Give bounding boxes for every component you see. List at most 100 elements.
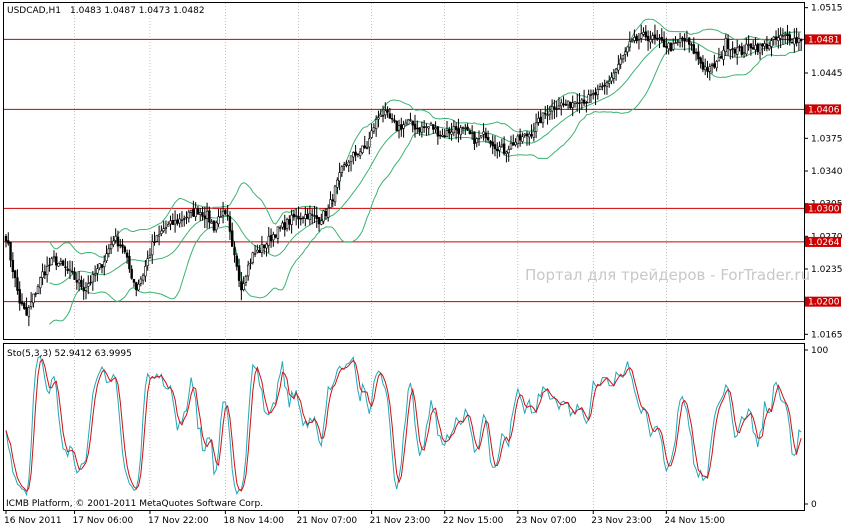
candle-body [310, 214, 314, 216]
stochastic-tick-label: 100 [811, 346, 828, 356]
level-price-label: 1.0200 [808, 298, 840, 308]
candle-body [336, 179, 339, 188]
candle-body [470, 132, 474, 134]
candle-body [135, 282, 138, 290]
candle-body [594, 92, 597, 96]
candle-body [173, 220, 177, 225]
copyright-text: ICMB Platform, © 2001-2011 MetaQuotes So… [6, 499, 263, 509]
price-tick-label: 1.0165 [811, 330, 843, 340]
candle-body [219, 216, 222, 218]
candle-body [178, 218, 181, 224]
candle-body [715, 61, 718, 69]
candle-body [96, 268, 99, 274]
candle-body [80, 280, 83, 288]
price-panel[interactable] [3, 2, 805, 340]
candle-body [57, 262, 60, 267]
candle-body [352, 152, 355, 158]
candle-body [320, 220, 323, 225]
candle-body [690, 44, 693, 46]
candle-body [167, 224, 170, 227]
candle-body [397, 125, 401, 131]
price-tick-label: 1.0445 [811, 69, 843, 79]
candle-body [733, 48, 737, 54]
candle-body [477, 138, 481, 140]
candle-body [368, 138, 371, 148]
level-price-box [805, 296, 841, 307]
candle-body [13, 270, 17, 279]
candle-body [779, 35, 782, 39]
candle-body [297, 215, 300, 220]
time-tick-label: 17 Nov 22:00 [148, 516, 209, 526]
candle-body [144, 266, 147, 277]
stochastic-signal-line [5, 358, 802, 493]
level-price-box [805, 34, 841, 45]
candle-body [400, 124, 403, 130]
candle-body [761, 43, 764, 47]
candle-body [342, 164, 346, 167]
candle-body [283, 222, 286, 230]
candle-body [466, 126, 469, 131]
stochastic-tick-label: 0 [811, 500, 817, 510]
candle-body [454, 126, 458, 130]
level-price-box [805, 104, 841, 115]
candle-body [103, 261, 106, 267]
candle-body [461, 127, 465, 129]
candle-body [258, 249, 261, 254]
candle-body [493, 144, 497, 150]
candle-body [390, 118, 394, 120]
candle-body [192, 209, 195, 217]
candle-body [338, 172, 341, 182]
candle-body [169, 220, 172, 225]
candle-body [662, 39, 666, 48]
candle-body [674, 42, 677, 44]
candle-body [141, 274, 145, 281]
candle-body [660, 37, 663, 41]
ohlc-readout: 1.0483 1.0487 1.0473 1.0482 [70, 6, 205, 16]
level-price-label: 1.0264 [808, 238, 840, 248]
candle-body [278, 227, 282, 229]
candle-body [781, 35, 785, 37]
candle-body [701, 62, 705, 70]
candle-body [269, 234, 273, 242]
candle-body [263, 244, 266, 249]
level-price-label: 1.0300 [808, 204, 840, 214]
candle-body [603, 84, 606, 87]
candle-body [502, 143, 506, 154]
candle-body [393, 119, 396, 122]
candle-body [452, 126, 456, 134]
candle-body [84, 286, 88, 291]
candle-body [742, 52, 746, 55]
price-tick-label: 1.0375 [811, 134, 843, 144]
candle-body [205, 210, 209, 219]
candle-body [539, 116, 542, 124]
candle-body [630, 39, 634, 43]
candle-body [215, 222, 218, 231]
grid [74, 3, 667, 510]
lower-band [49, 48, 802, 325]
candle-body [740, 46, 743, 55]
level-price-label: 1.0406 [808, 105, 840, 115]
candle-body [244, 276, 248, 283]
candle-body [41, 271, 44, 278]
candle-body [566, 100, 570, 106]
candle-body [578, 102, 581, 104]
candle-body [512, 142, 515, 146]
candle-body [422, 126, 426, 128]
candle-body [199, 212, 202, 215]
candle-body [672, 43, 675, 50]
time-tick-label: 21 Nov 23:00 [370, 516, 431, 526]
candle-body [619, 58, 622, 65]
stochastic-panel[interactable] [3, 343, 805, 511]
candle-body [726, 38, 730, 50]
price-tick-label: 1.0235 [811, 265, 843, 275]
candle-body [329, 199, 332, 208]
candle-body [546, 114, 549, 116]
candle-body [541, 112, 545, 124]
candle-body [23, 303, 26, 309]
candle-body [653, 34, 657, 39]
candle-body [249, 262, 252, 265]
candle-body [729, 49, 732, 51]
candle-body [786, 33, 789, 36]
candle-body [464, 127, 467, 130]
